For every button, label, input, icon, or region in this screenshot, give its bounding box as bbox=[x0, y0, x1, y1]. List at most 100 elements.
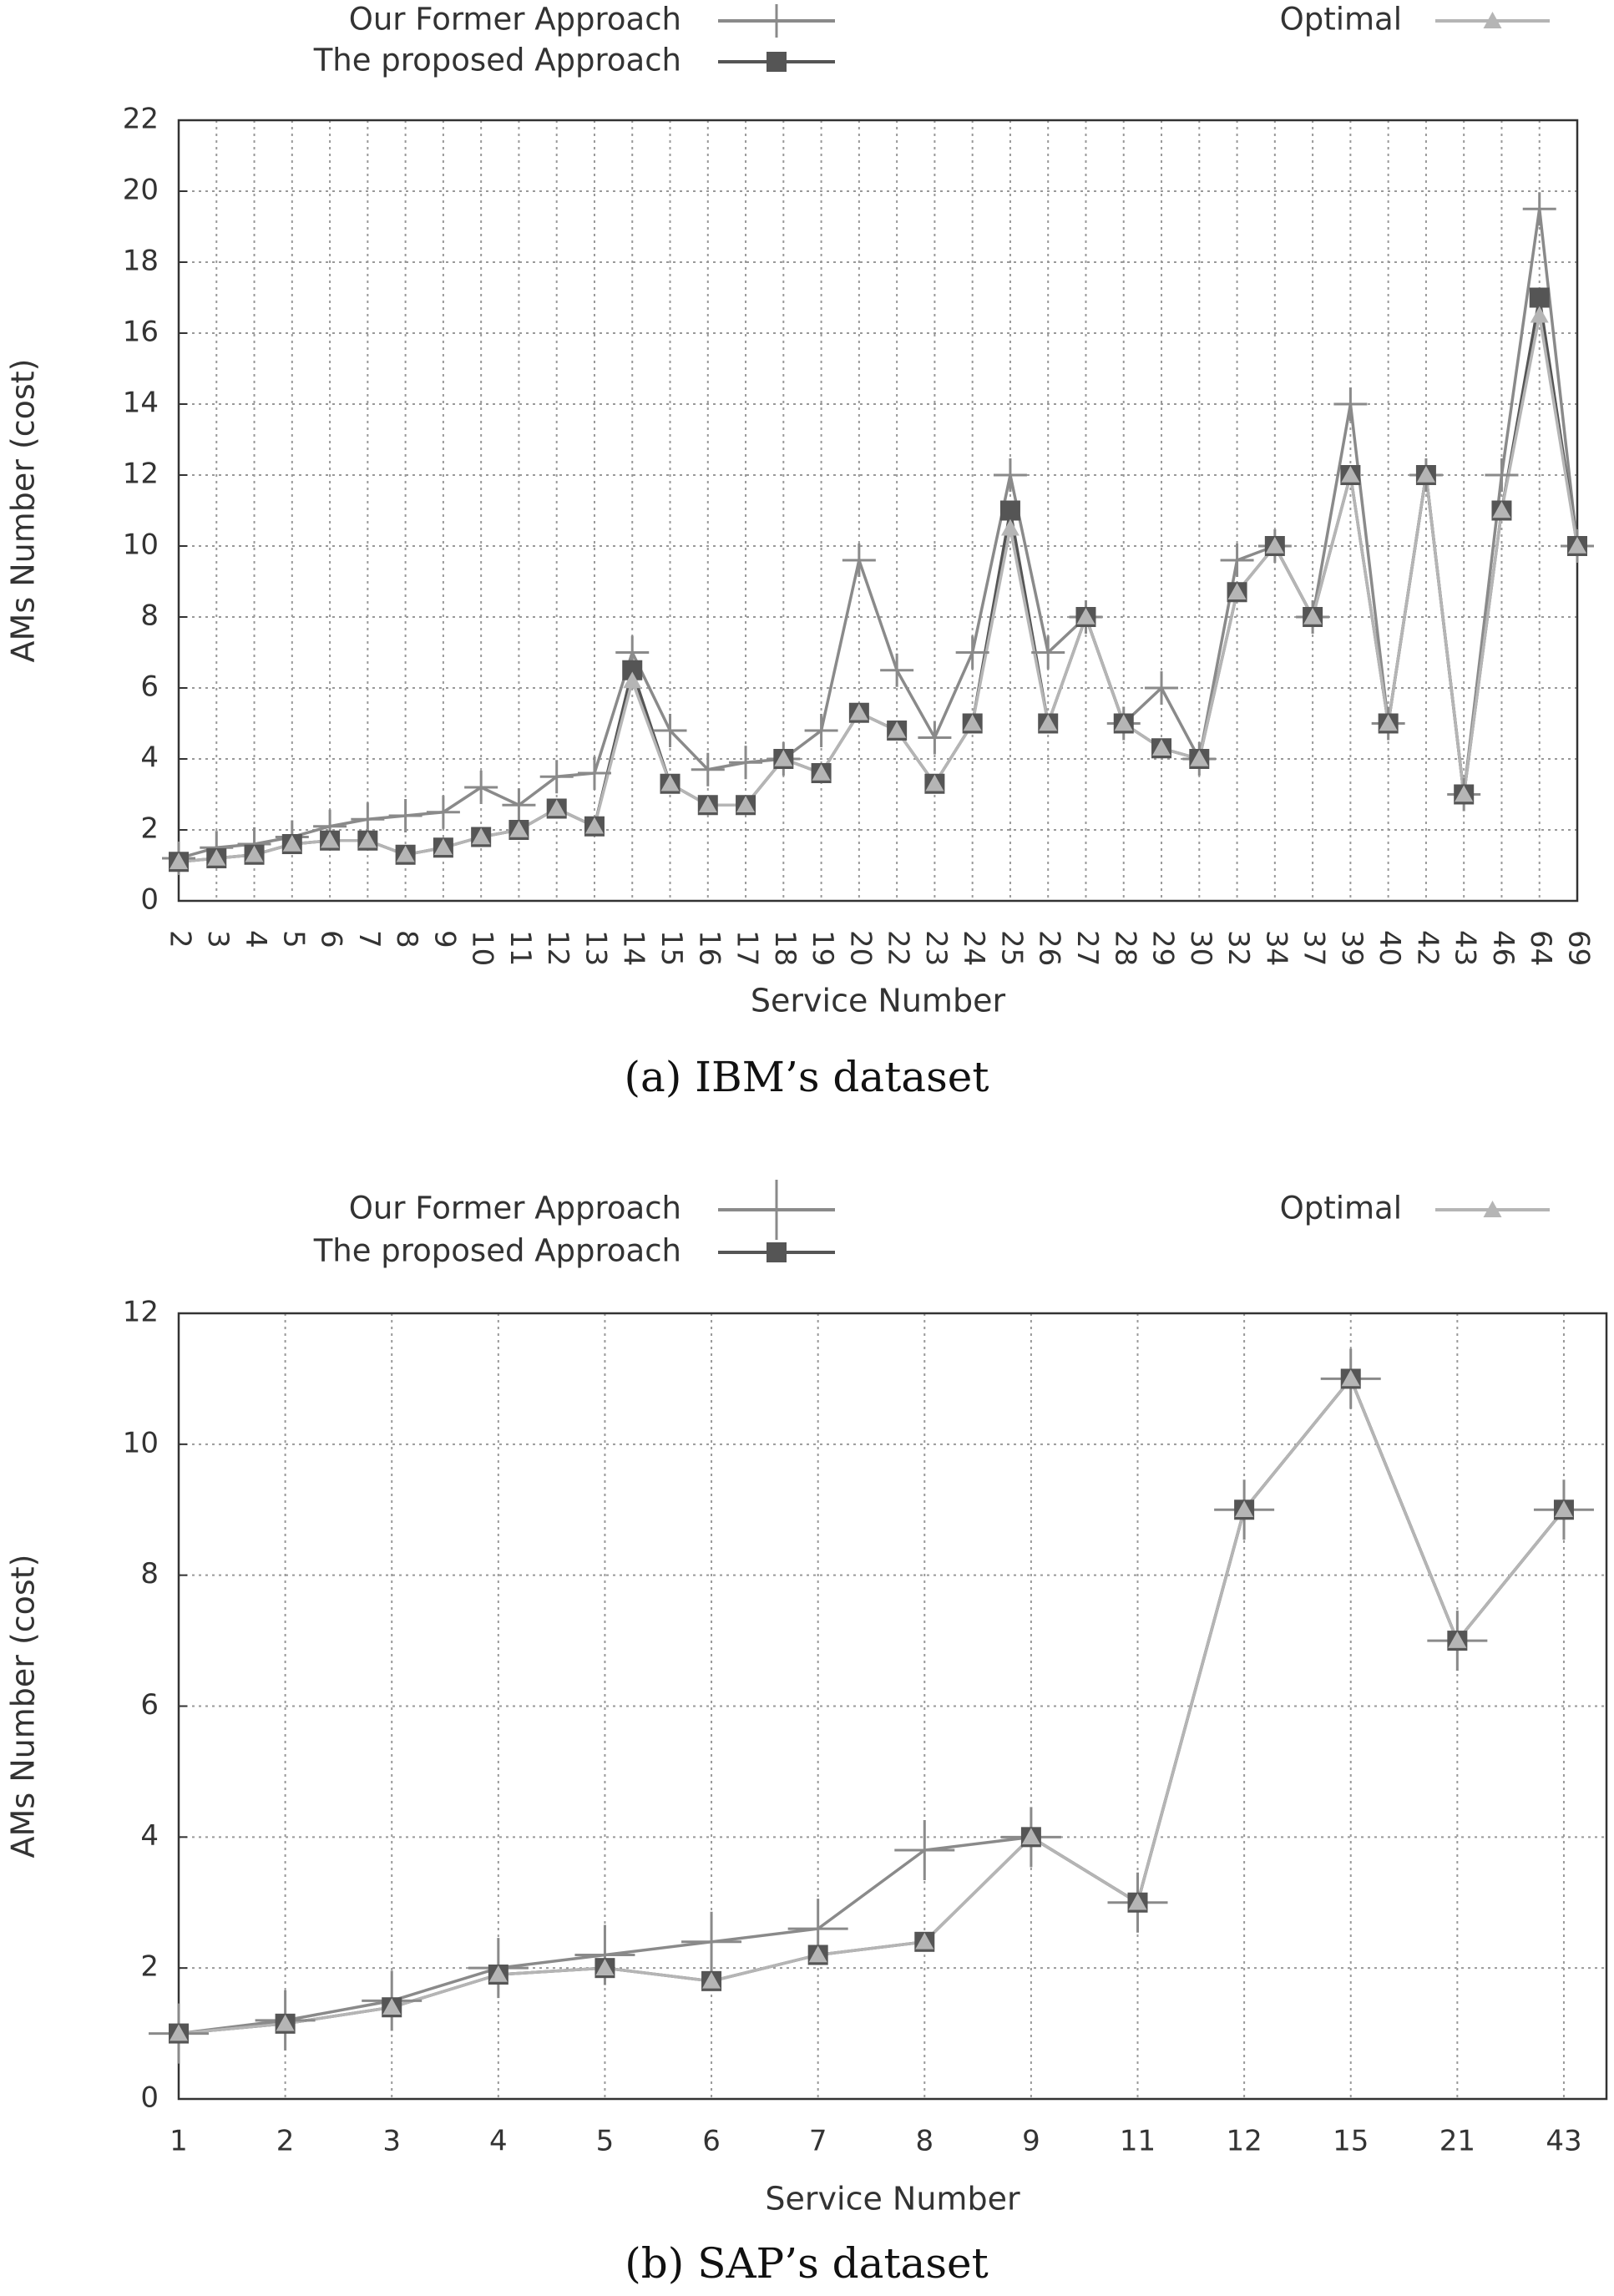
marker bbox=[1448, 1631, 1467, 1648]
marker bbox=[433, 838, 453, 856]
y-axis-title: AMs Number (cost) bbox=[5, 359, 42, 663]
y-tick-label: 16 bbox=[123, 316, 159, 349]
marker bbox=[880, 653, 914, 687]
marker bbox=[702, 1971, 721, 1989]
x-tick-label: 8 bbox=[390, 930, 423, 948]
marker bbox=[993, 458, 1027, 492]
marker bbox=[1455, 785, 1474, 802]
marker bbox=[681, 1911, 742, 1972]
x-tick-label: 9 bbox=[1022, 2125, 1040, 2158]
x-tick-label: 8 bbox=[915, 2125, 933, 2158]
legend-marker bbox=[760, 4, 793, 38]
y-tick-label: 14 bbox=[123, 387, 159, 420]
legend-label: The proposed Approach bbox=[313, 1233, 681, 1269]
marker bbox=[1341, 1369, 1360, 1387]
marker bbox=[1492, 501, 1511, 518]
legend-marker bbox=[1483, 12, 1502, 28]
legend-marker bbox=[1483, 1201, 1502, 1217]
marker bbox=[698, 796, 717, 813]
x-tick-label: 14 bbox=[617, 930, 650, 966]
marker bbox=[382, 1998, 402, 2015]
x-tick-label: 11 bbox=[1120, 2125, 1156, 2158]
marker bbox=[691, 752, 725, 786]
marker bbox=[729, 746, 763, 780]
marker bbox=[999, 500, 1020, 521]
marker bbox=[963, 714, 982, 731]
x-tick-label: 13 bbox=[579, 930, 612, 966]
marker bbox=[1114, 714, 1133, 731]
marker bbox=[245, 845, 264, 862]
marker bbox=[918, 721, 952, 755]
plot-frame bbox=[177, 1312, 1608, 2101]
marker bbox=[426, 795, 460, 829]
marker bbox=[1076, 608, 1095, 625]
marker bbox=[1220, 544, 1254, 577]
y-tick-label: 10 bbox=[123, 1426, 159, 1459]
marker bbox=[169, 2024, 188, 2041]
marker bbox=[1485, 458, 1519, 492]
marker bbox=[1529, 287, 1550, 308]
x-tick-label: 17 bbox=[731, 930, 764, 966]
x-tick-label: 7 bbox=[352, 930, 386, 948]
legend-marker bbox=[767, 1242, 787, 1262]
y-tick-label: 4 bbox=[140, 741, 159, 775]
y-tick-label: 0 bbox=[140, 2081, 159, 2115]
x-tick-label: 19 bbox=[806, 930, 839, 966]
x-tick-label: 20 bbox=[843, 930, 877, 966]
x-tick-label: 64 bbox=[1524, 930, 1557, 966]
x-tick-label: 42 bbox=[1410, 930, 1444, 966]
legend-label: Our Former Approach bbox=[349, 1191, 681, 1226]
y-tick-label: 6 bbox=[140, 1688, 159, 1722]
x-tick-label: 3 bbox=[382, 2125, 401, 2158]
marker bbox=[1039, 714, 1058, 731]
marker bbox=[1416, 466, 1435, 483]
caption: (b) SAP’s dataset bbox=[625, 2239, 988, 2288]
x-tick-label: 25 bbox=[994, 930, 1028, 966]
marker bbox=[653, 714, 687, 747]
marker bbox=[1235, 1500, 1254, 1518]
marker bbox=[1568, 537, 1586, 554]
x-tick-label: 11 bbox=[503, 930, 537, 966]
legend-label: The proposed Approach bbox=[313, 43, 681, 78]
marker bbox=[842, 544, 876, 577]
marker bbox=[509, 821, 529, 837]
marker bbox=[1128, 1893, 1147, 1910]
y-tick-label: 18 bbox=[123, 245, 159, 278]
y-axis-title: AMs Number (cost) bbox=[5, 1555, 42, 1859]
series-line bbox=[178, 315, 1579, 863]
marker bbox=[169, 852, 188, 870]
x-tick-label: 30 bbox=[1184, 930, 1217, 966]
y-tick-label: 22 bbox=[123, 103, 159, 136]
marker bbox=[1379, 714, 1398, 731]
x-tick-label: 37 bbox=[1298, 930, 1331, 966]
marker bbox=[955, 635, 989, 670]
y-tick-label: 10 bbox=[123, 528, 159, 562]
marker bbox=[894, 1820, 955, 1881]
x-tick-label: 3 bbox=[201, 930, 235, 948]
x-tick-label: 12 bbox=[1226, 2125, 1262, 2158]
marker bbox=[888, 721, 907, 738]
marker bbox=[623, 671, 642, 689]
marker bbox=[388, 799, 422, 832]
x-tick-label: 6 bbox=[315, 930, 348, 948]
x-tick-label: 1 bbox=[169, 2125, 188, 2158]
legend-label: Our Former Approach bbox=[349, 2, 681, 38]
marker bbox=[1530, 306, 1549, 323]
x-tick-label: 2 bbox=[164, 930, 197, 948]
marker bbox=[1341, 466, 1360, 483]
x-tick-label: 46 bbox=[1486, 930, 1520, 966]
y-tick-label: 8 bbox=[140, 1557, 159, 1591]
x-axis-title: Service Number bbox=[765, 2181, 1020, 2218]
marker bbox=[539, 760, 574, 794]
marker bbox=[207, 849, 226, 866]
x-tick-label: 23 bbox=[919, 930, 953, 966]
marker bbox=[488, 1965, 508, 1982]
marker bbox=[1152, 739, 1171, 756]
x-tick-label: 43 bbox=[1546, 2125, 1581, 2158]
marker bbox=[808, 1945, 827, 1963]
marker bbox=[1190, 750, 1209, 766]
marker bbox=[1265, 537, 1284, 554]
marker bbox=[351, 802, 385, 837]
x-tick-label: 15 bbox=[1333, 2125, 1369, 2158]
